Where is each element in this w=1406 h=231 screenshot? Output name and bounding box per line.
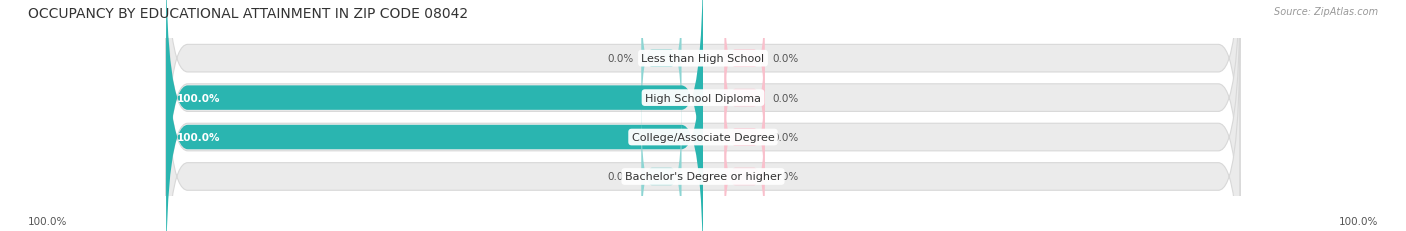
Text: Less than High School: Less than High School (641, 54, 765, 64)
FancyBboxPatch shape (166, 0, 1240, 231)
Text: 100.0%: 100.0% (1339, 216, 1378, 226)
FancyBboxPatch shape (724, 28, 765, 168)
Text: 0.0%: 0.0% (607, 172, 633, 182)
Text: 100.0%: 100.0% (177, 93, 221, 103)
Text: 100.0%: 100.0% (177, 132, 221, 143)
Text: 0.0%: 0.0% (607, 54, 633, 64)
FancyBboxPatch shape (166, 0, 1240, 231)
Text: Bachelor's Degree or higher: Bachelor's Degree or higher (624, 172, 782, 182)
Text: 100.0%: 100.0% (28, 216, 67, 226)
Text: 0.0%: 0.0% (773, 54, 799, 64)
FancyBboxPatch shape (641, 107, 682, 231)
FancyBboxPatch shape (641, 0, 682, 129)
FancyBboxPatch shape (166, 0, 1240, 202)
FancyBboxPatch shape (724, 107, 765, 231)
Text: High School Diploma: High School Diploma (645, 93, 761, 103)
Text: Source: ZipAtlas.com: Source: ZipAtlas.com (1274, 7, 1378, 17)
Text: 0.0%: 0.0% (773, 93, 799, 103)
FancyBboxPatch shape (166, 0, 703, 231)
FancyBboxPatch shape (724, 68, 765, 207)
FancyBboxPatch shape (166, 0, 703, 231)
Text: 0.0%: 0.0% (773, 172, 799, 182)
Text: College/Associate Degree: College/Associate Degree (631, 132, 775, 143)
FancyBboxPatch shape (166, 33, 1240, 231)
Text: 0.0%: 0.0% (773, 132, 799, 143)
FancyBboxPatch shape (724, 0, 765, 129)
Text: OCCUPANCY BY EDUCATIONAL ATTAINMENT IN ZIP CODE 08042: OCCUPANCY BY EDUCATIONAL ATTAINMENT IN Z… (28, 7, 468, 21)
